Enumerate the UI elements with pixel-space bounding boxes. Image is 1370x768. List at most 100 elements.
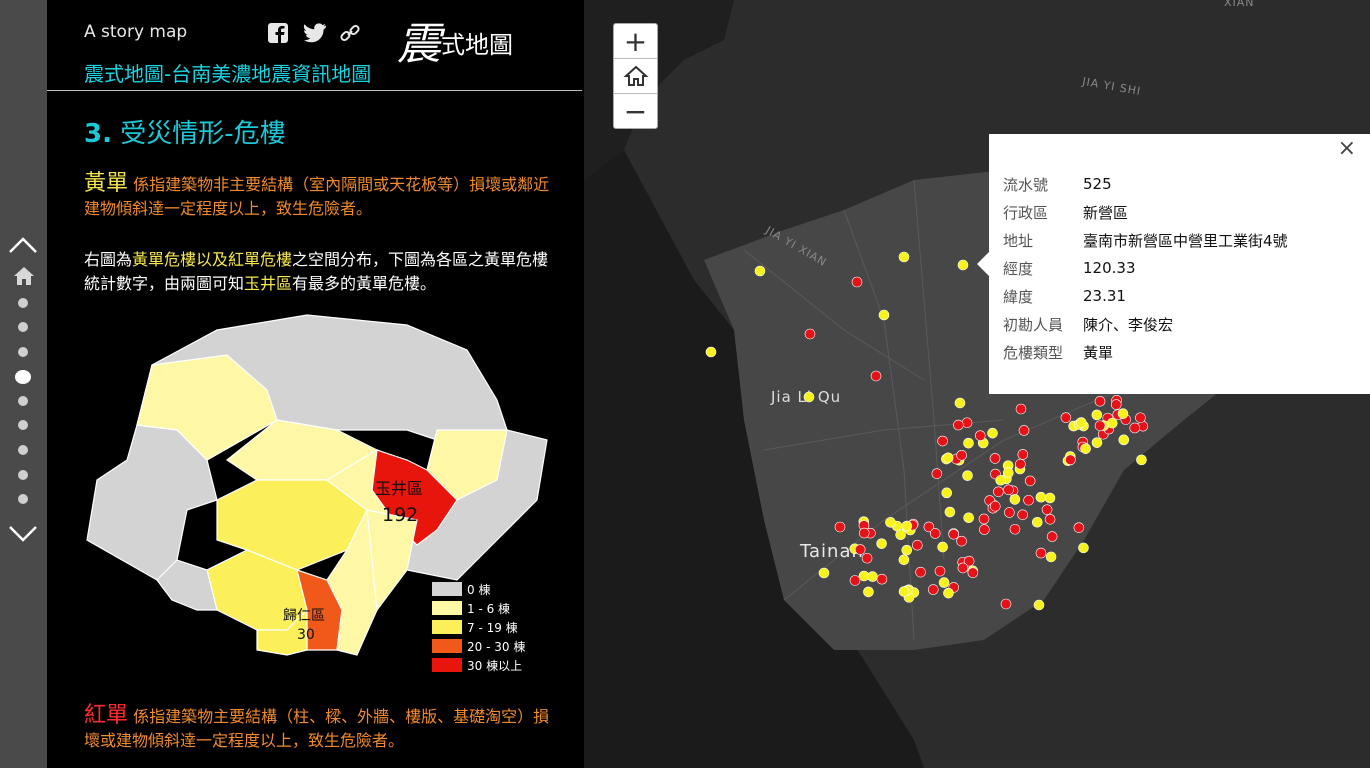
- red-tag-point[interactable]: [1000, 598, 1012, 610]
- nav-dot[interactable]: [18, 347, 28, 357]
- yellow-tag-point[interactable]: [898, 554, 910, 566]
- red-tag-point[interactable]: [1024, 475, 1036, 487]
- yellow-tag-point[interactable]: [963, 437, 974, 449]
- nav-dot[interactable]: [18, 322, 28, 332]
- zoom-out-button[interactable]: −: [623, 94, 648, 128]
- yellow-tag-point[interactable]: [1009, 494, 1021, 505]
- nav-dot-active[interactable]: [15, 370, 31, 384]
- yellow-tag-point[interactable]: [987, 427, 998, 439]
- red-tag-point[interactable]: [979, 524, 990, 535]
- red-tag-point[interactable]: [876, 573, 888, 585]
- yellow-tag-point[interactable]: [1091, 409, 1103, 421]
- yellow-tag-point[interactable]: [867, 571, 878, 582]
- zoom-in-button[interactable]: +: [614, 24, 657, 59]
- yellow-tag-point[interactable]: [1031, 516, 1043, 528]
- yellow-tag-point[interactable]: [1078, 542, 1089, 554]
- yellow-tag-point[interactable]: [962, 470, 973, 481]
- red-tag-point[interactable]: [854, 544, 866, 555]
- yellow-tag-point[interactable]: [901, 544, 913, 556]
- yellow-tag-point[interactable]: [1136, 454, 1147, 466]
- chevron-down-icon[interactable]: [8, 524, 38, 544]
- yellow-tag-point[interactable]: [1117, 408, 1129, 419]
- twitter-icon[interactable]: [303, 22, 327, 44]
- red-tag-point[interactable]: [1015, 458, 1026, 470]
- yellow-tag-point[interactable]: [1045, 551, 1057, 563]
- yellow-tag-point[interactable]: [938, 577, 950, 588]
- yellow-tag-point[interactable]: [963, 512, 974, 524]
- red-tag-point[interactable]: [989, 453, 1001, 464]
- nav-dot[interactable]: [18, 396, 28, 406]
- yellow-tag-point[interactable]: [878, 309, 890, 321]
- red-tag-point[interactable]: [974, 430, 986, 441]
- yellow-tag-point[interactable]: [1044, 492, 1056, 504]
- home-extent-button[interactable]: [614, 59, 657, 94]
- chevron-up-icon[interactable]: [8, 235, 38, 255]
- yellow-tag-point[interactable]: [901, 520, 913, 532]
- yellow-tag-point[interactable]: [1003, 467, 1014, 479]
- yellow-tag-point[interactable]: [942, 452, 954, 464]
- yellow-tag-point[interactable]: [876, 538, 887, 549]
- yellow-tag-point[interactable]: [943, 587, 954, 599]
- red-tag-point[interactable]: [961, 417, 973, 429]
- red-tag-point[interactable]: [1003, 484, 1014, 496]
- yellow-tag-point[interactable]: [895, 529, 906, 541]
- yellow-tag-point[interactable]: [1118, 434, 1130, 446]
- yellow-tag-point[interactable]: [818, 567, 830, 579]
- yellow-tag-point[interactable]: [803, 391, 815, 403]
- red-tag-point[interactable]: [1035, 547, 1047, 559]
- red-tag-point[interactable]: [1110, 399, 1122, 410]
- red-tag-point[interactable]: [1044, 514, 1056, 525]
- red-tag-point[interactable]: [1046, 531, 1058, 542]
- red-tag-point[interactable]: [1015, 403, 1027, 415]
- facebook-icon[interactable]: [267, 22, 291, 44]
- red-tag-point[interactable]: [1135, 412, 1146, 424]
- red-tag-point[interactable]: [923, 521, 935, 533]
- red-tag-point[interactable]: [1041, 504, 1053, 515]
- red-tag-point[interactable]: [1094, 420, 1106, 432]
- yellow-tag-point[interactable]: [1080, 443, 1091, 454]
- yellow-tag-point[interactable]: [941, 487, 953, 499]
- red-tag-point[interactable]: [927, 584, 939, 595]
- red-tag-point[interactable]: [934, 565, 946, 577]
- web-map[interactable]: + − Jia Li Qu Tainan JIA YI XIAN JIA YI …: [584, 0, 1370, 768]
- red-tag-point[interactable]: [978, 513, 990, 525]
- red-tag-point[interactable]: [929, 528, 941, 539]
- red-tag-point[interactable]: [1073, 522, 1085, 533]
- home-icon[interactable]: [12, 265, 36, 287]
- yellow-tag-point[interactable]: [1075, 417, 1087, 428]
- red-tag-point[interactable]: [915, 566, 926, 578]
- red-tag-point[interactable]: [851, 276, 863, 288]
- red-tag-point[interactable]: [804, 328, 816, 340]
- red-tag-point[interactable]: [963, 555, 975, 567]
- nav-dot[interactable]: [18, 445, 28, 455]
- yellow-tag-point[interactable]: [885, 517, 896, 528]
- red-tag-point[interactable]: [1094, 396, 1106, 407]
- red-tag-point[interactable]: [1017, 509, 1028, 521]
- red-tag-point[interactable]: [956, 535, 967, 547]
- yellow-tag-point[interactable]: [754, 265, 766, 277]
- red-tag-point[interactable]: [1004, 507, 1015, 518]
- red-tag-point[interactable]: [870, 370, 882, 382]
- red-tag-point[interactable]: [948, 528, 959, 540]
- yellow-tag-point[interactable]: [957, 259, 969, 271]
- yellow-tag-point[interactable]: [863, 586, 874, 598]
- red-tag-point[interactable]: [834, 521, 846, 533]
- red-tag-point[interactable]: [937, 435, 948, 447]
- red-tag-point[interactable]: [849, 575, 861, 586]
- red-tag-point[interactable]: [993, 486, 1004, 498]
- red-tag-point[interactable]: [1129, 422, 1141, 434]
- red-tag-point[interactable]: [1018, 425, 1030, 436]
- yellow-tag-point[interactable]: [995, 474, 1007, 486]
- yellow-tag-point[interactable]: [898, 251, 910, 263]
- link-icon[interactable]: [339, 22, 363, 44]
- yellow-tag-point[interactable]: [1033, 599, 1045, 611]
- yellow-tag-point[interactable]: [705, 346, 717, 358]
- yellow-tag-point[interactable]: [944, 506, 956, 518]
- yellow-tag-point[interactable]: [1091, 437, 1103, 448]
- red-tag-point[interactable]: [1023, 494, 1034, 506]
- red-tag-point[interactable]: [858, 527, 870, 539]
- red-tag-point[interactable]: [1009, 523, 1021, 535]
- red-tag-point[interactable]: [956, 449, 967, 461]
- yellow-tag-point[interactable]: [1035, 491, 1047, 503]
- yellow-tag-point[interactable]: [954, 397, 966, 409]
